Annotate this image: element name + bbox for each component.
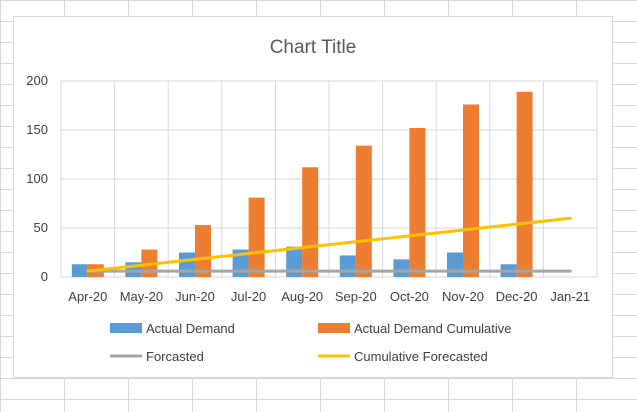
chart-svg: Chart Title 0 50 100 150 200 Apr-20 May-20 Jun… xyxy=(26,37,598,364)
x-tick-label: Apr-20 xyxy=(68,289,107,304)
y-tick-label: 100 xyxy=(26,171,48,186)
x-tick-label: Jul-20 xyxy=(231,289,266,304)
bar-actual-demand[interactable] xyxy=(71,264,88,277)
x-tick-label: Sep-20 xyxy=(335,289,377,304)
x-tick-label: Oct-20 xyxy=(390,289,429,304)
x-tick-label: Aug-20 xyxy=(281,289,323,304)
bar-actual-demand-cumulative[interactable] xyxy=(409,128,426,277)
legend-swatch xyxy=(318,323,350,333)
legend-label: Actual Demand Cumulative xyxy=(354,321,512,336)
gridlines xyxy=(60,80,598,278)
x-tick-label: Jan-21 xyxy=(550,289,590,304)
bar-actual-demand[interactable] xyxy=(339,255,356,277)
line-cumulative-forecasted[interactable] xyxy=(86,216,572,273)
bar-actual-demand-cumulative[interactable] xyxy=(248,197,265,277)
y-tick-label: 200 xyxy=(26,73,48,88)
y-tick-label: 50 xyxy=(34,220,48,235)
x-tick-label: Jun-20 xyxy=(175,289,215,304)
legend-label: Actual Demand xyxy=(146,321,235,336)
lines xyxy=(86,216,572,273)
legend-label: Forcasted xyxy=(146,349,204,364)
bar-actual-demand[interactable] xyxy=(447,252,463,278)
bar-actual-demand-cumulative[interactable] xyxy=(463,104,479,278)
x-tick-label: Nov-20 xyxy=(442,289,484,304)
bar-actual-demand[interactable] xyxy=(286,246,303,277)
bar-actual-demand[interactable] xyxy=(179,252,195,278)
x-axis: Apr-20 May-20 Jun-20 Jul-20 Aug-20 Sep-20 Oct-… xyxy=(68,289,590,304)
legend-label: Cumulative Forecasted xyxy=(354,349,488,364)
bars xyxy=(71,91,533,278)
y-tick-label: 150 xyxy=(26,122,48,137)
legend: Actual Demand Actual Demand Cumulative For… xyxy=(110,321,512,364)
chart-title: Chart Title xyxy=(270,37,357,58)
bar-actual-demand-cumulative[interactable] xyxy=(516,91,533,277)
x-tick-label: May-20 xyxy=(120,289,163,304)
y-axis: 0 50 100 150 200 xyxy=(26,73,48,284)
chart-area[interactable]: Chart Title 0 50 100 150 200 Apr-20 May-20 Jun… xyxy=(13,16,613,378)
legend-swatch xyxy=(110,323,142,333)
bar-actual-demand-cumulative[interactable] xyxy=(195,225,211,277)
y-tick-label: 0 xyxy=(41,269,48,284)
bar-actual-demand[interactable] xyxy=(393,259,410,277)
bar-actual-demand-cumulative[interactable] xyxy=(355,145,372,277)
bar-actual-demand-cumulative[interactable] xyxy=(302,167,319,277)
x-tick-label: Dec-20 xyxy=(496,289,538,304)
